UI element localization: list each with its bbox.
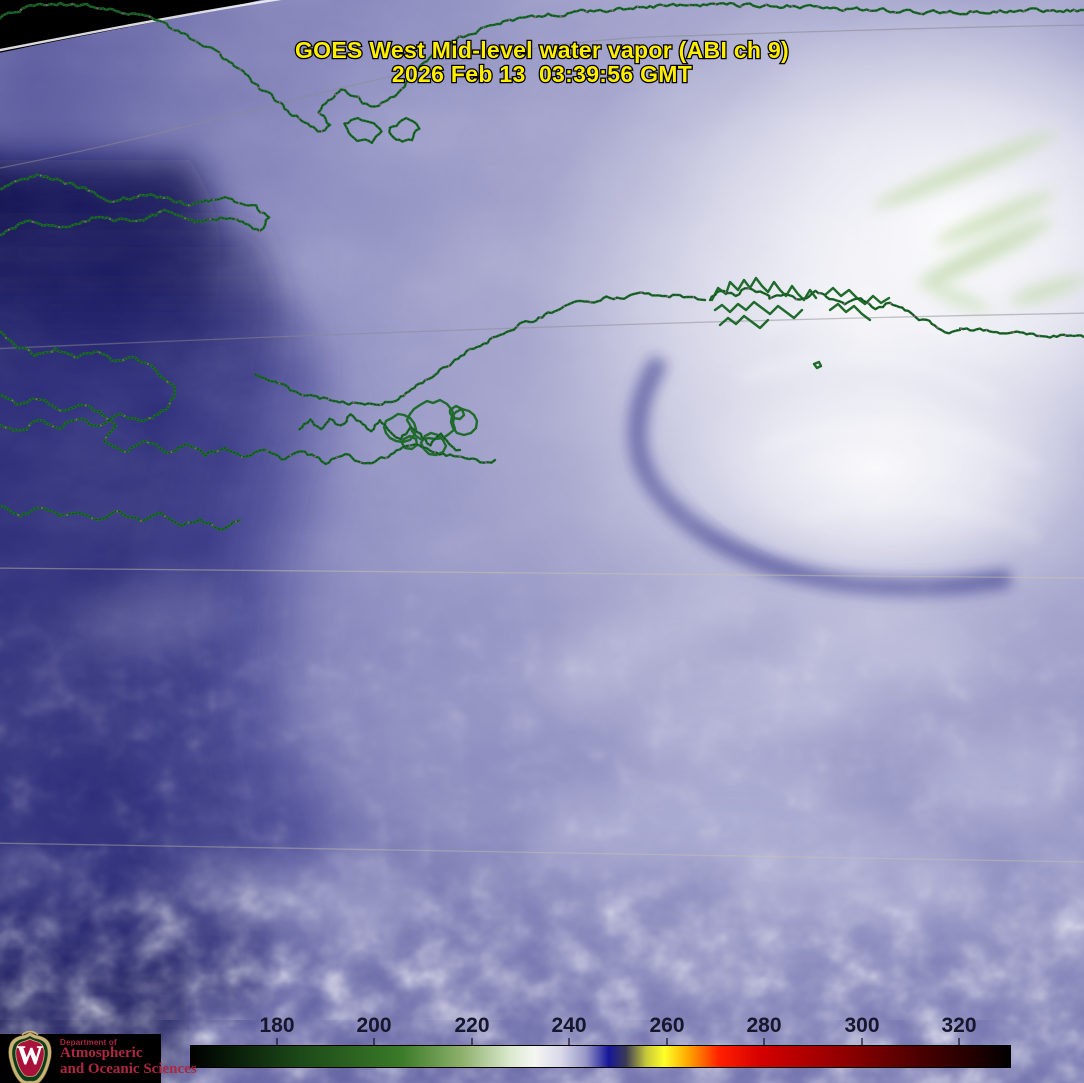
svg-text:W: W bbox=[17, 1041, 43, 1070]
